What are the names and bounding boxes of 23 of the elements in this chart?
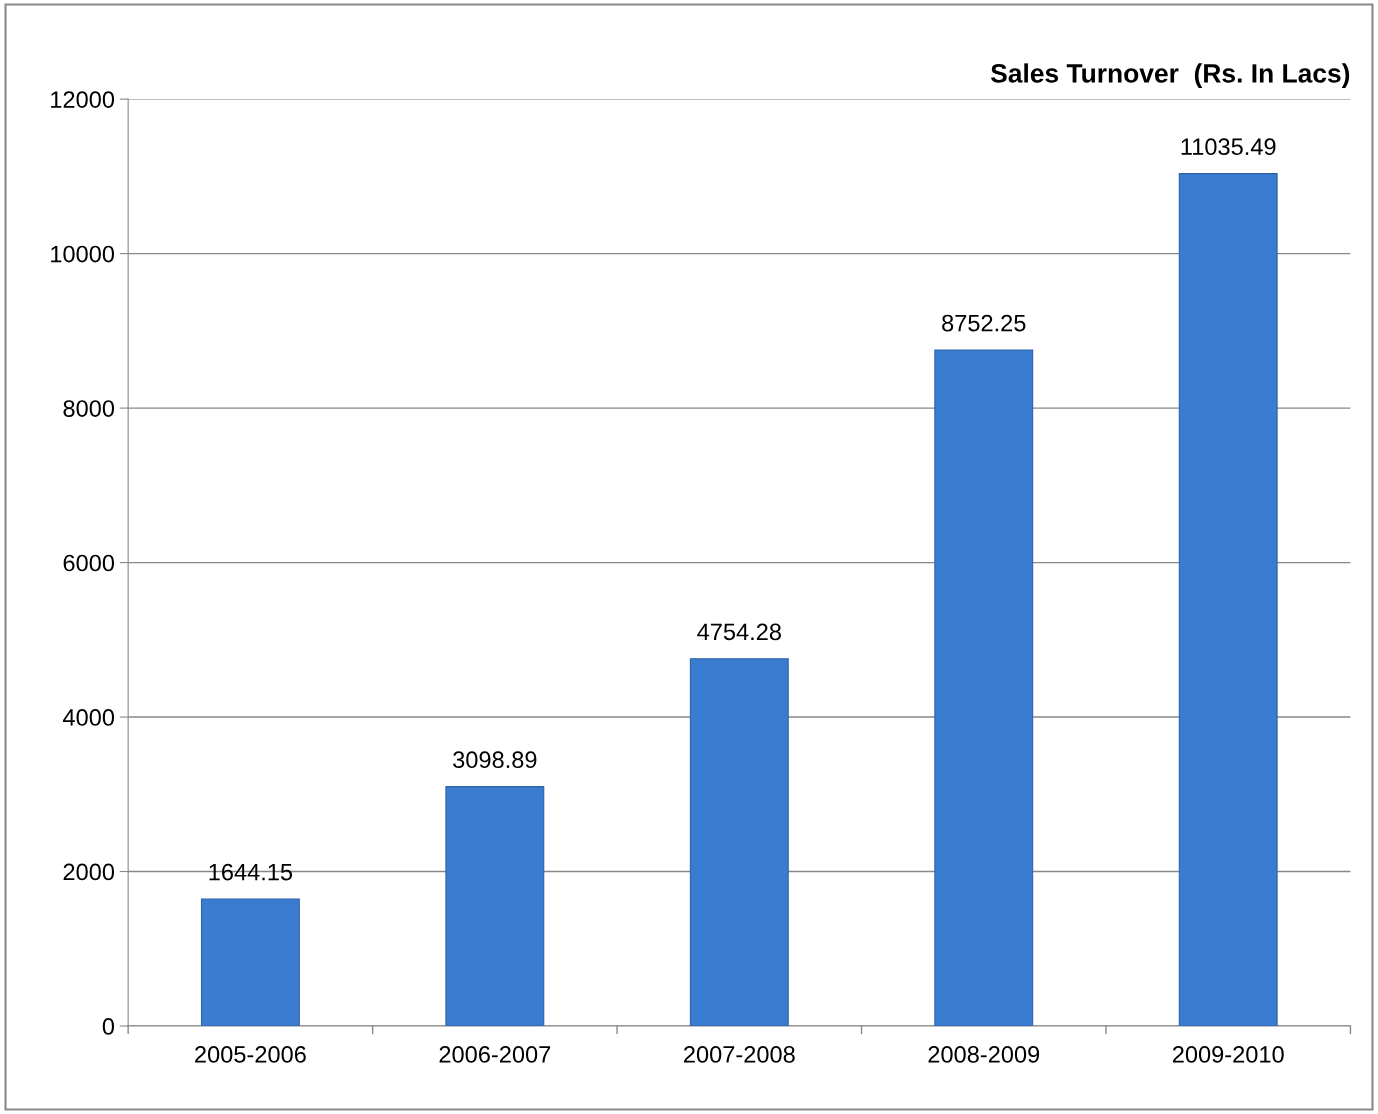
bar xyxy=(200,898,300,1026)
y-tick-label: 0 xyxy=(102,1018,115,1035)
bar xyxy=(1178,173,1278,1026)
bar xyxy=(445,786,545,1026)
x-tick-label: 2009-2010 xyxy=(1172,1046,1284,1063)
x-tick-label: 2008-2009 xyxy=(928,1046,1040,1063)
data-label: 1644.15 xyxy=(209,863,293,881)
x-tick-label: 2005-2006 xyxy=(195,1046,306,1063)
bar xyxy=(934,349,1034,1026)
y-tick-label: 10000 xyxy=(51,245,115,263)
data-label: 8752.25 xyxy=(942,314,1026,332)
y-tick-label: 12000 xyxy=(51,91,115,108)
y-tick-label: 4000 xyxy=(62,709,115,726)
data-label: 11035.49 xyxy=(1181,138,1276,156)
data-label: 3098.89 xyxy=(453,751,537,769)
y-tick-label: 8000 xyxy=(63,400,115,417)
x-tick-label: 2007-2008 xyxy=(684,1046,795,1063)
chart-title: Sales Turnover (Rs. In Lacs) xyxy=(990,63,1350,88)
data-label: 4754.28 xyxy=(697,623,781,641)
bar xyxy=(689,658,789,1026)
y-tick-label: 2000 xyxy=(63,863,115,881)
y-tick-label: 6000 xyxy=(63,554,115,572)
x-tick-label: 2006-2007 xyxy=(439,1046,551,1063)
